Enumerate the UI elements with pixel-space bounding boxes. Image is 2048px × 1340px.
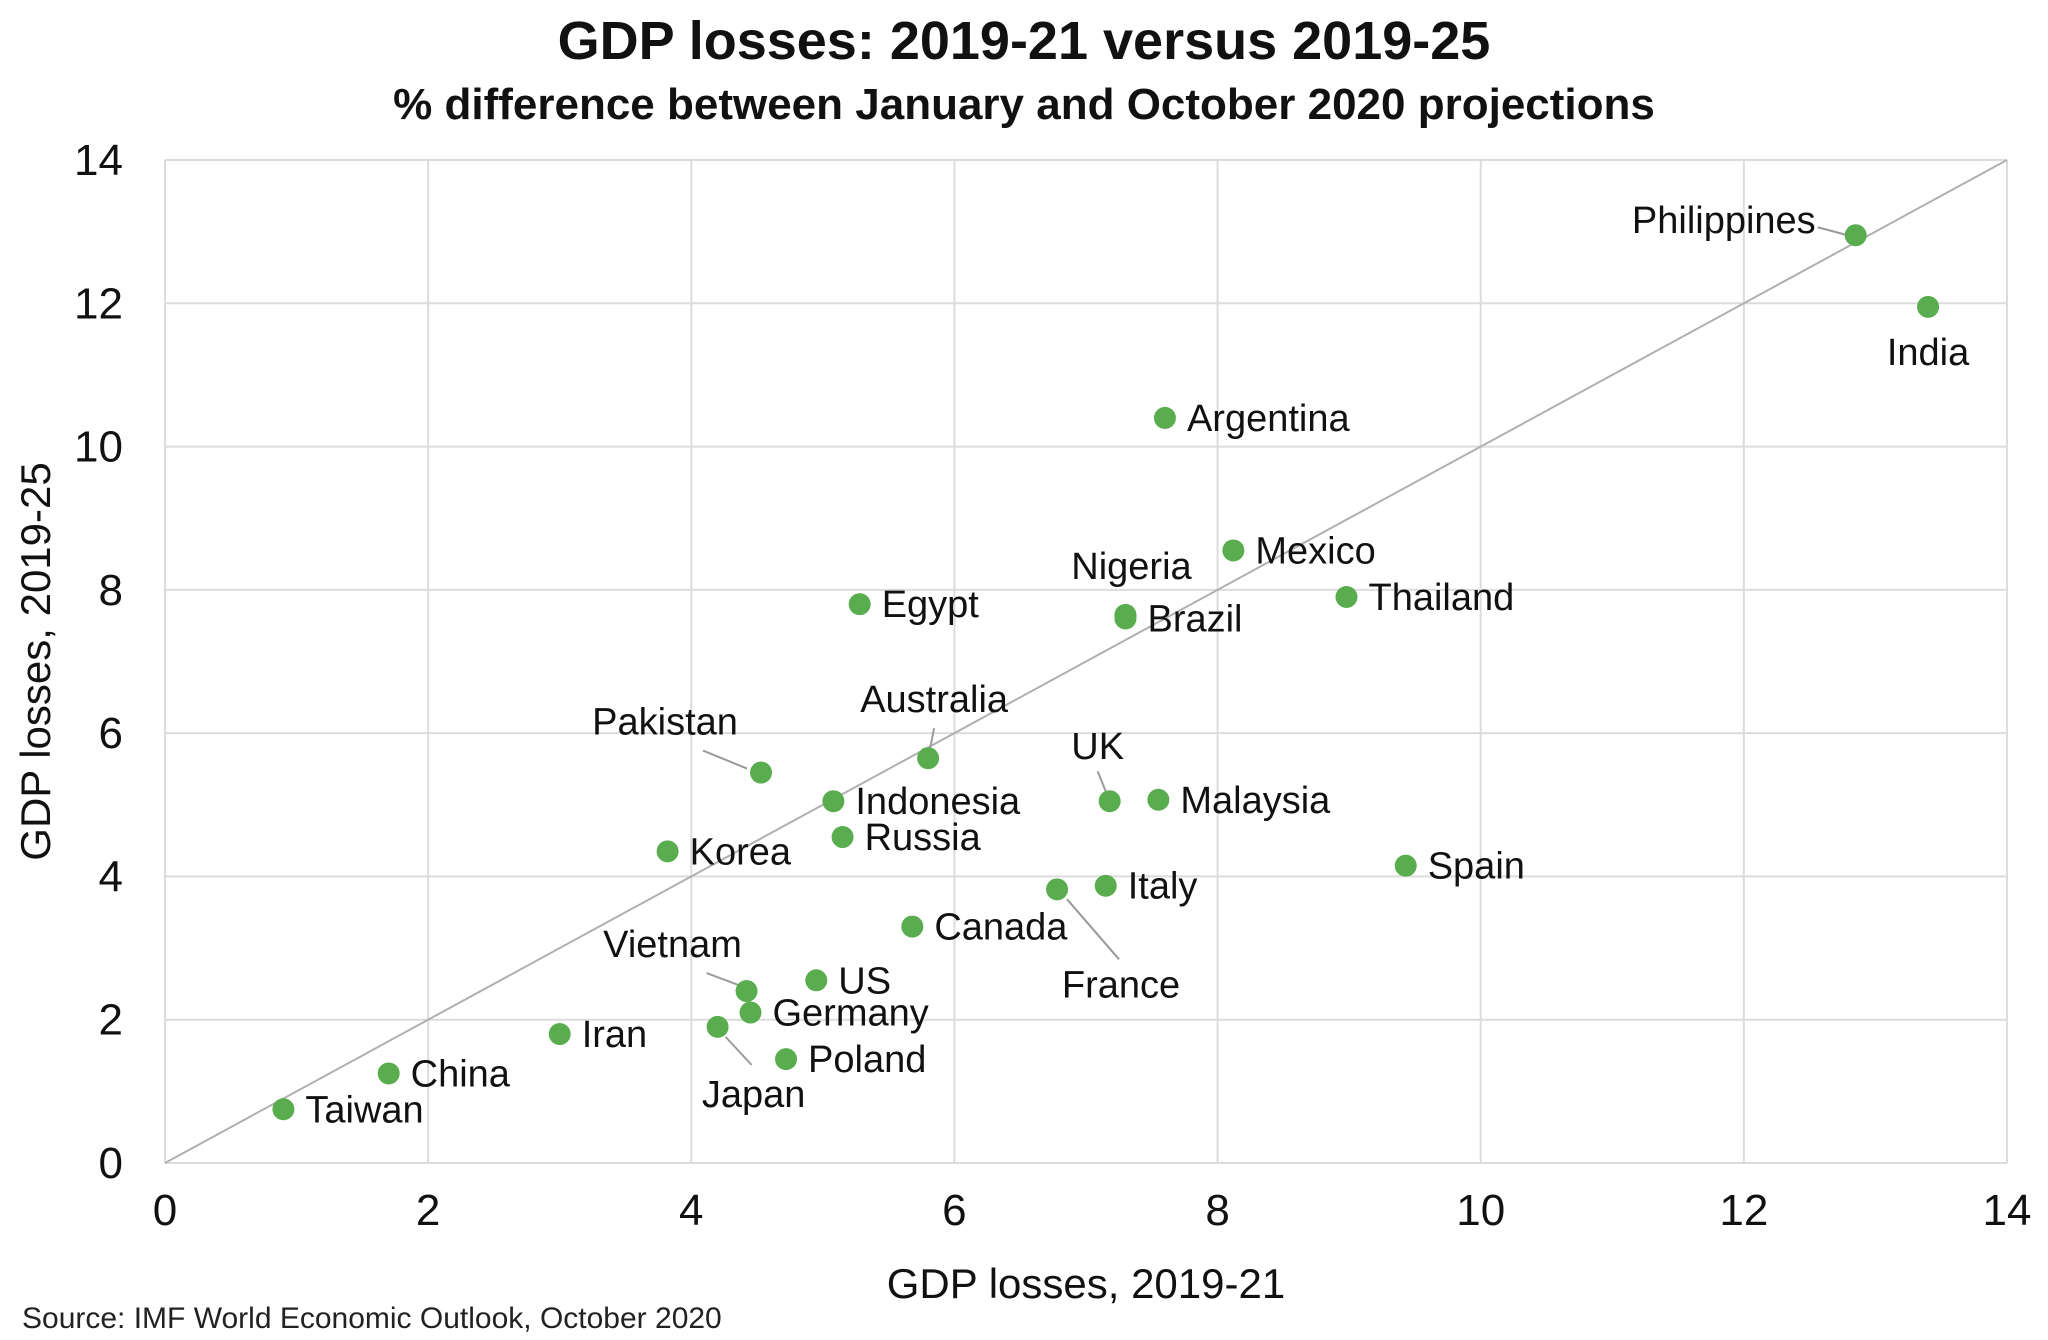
- y-tick-label: 4: [99, 852, 123, 901]
- point-label-china: China: [411, 1053, 511, 1095]
- point-germany: [739, 1001, 762, 1024]
- chart-title: GDP losses: 2019-21 versus 2019-25: [557, 11, 1491, 71]
- point-france: [1046, 878, 1069, 901]
- x-tick-label: 14: [1983, 1186, 2032, 1235]
- point-spain: [1394, 854, 1417, 877]
- point-label-vietnam: Vietnam: [603, 924, 742, 966]
- point-label-poland: Poland: [808, 1039, 926, 1081]
- point-malaysia: [1147, 788, 1170, 811]
- point-italy: [1094, 874, 1117, 897]
- point-label-russia: Russia: [865, 817, 982, 859]
- point-label-mexico: Mexico: [1255, 530, 1375, 572]
- point-china: [377, 1062, 400, 1085]
- point-philippines: [1844, 224, 1867, 247]
- point-poland: [775, 1048, 798, 1071]
- point-label-iran: Iran: [582, 1014, 647, 1056]
- point-us: [805, 969, 828, 992]
- x-tick-label: 12: [1719, 1186, 1768, 1235]
- point-label-taiwan: Taiwan: [305, 1089, 423, 1131]
- y-tick-label: 8: [99, 566, 123, 615]
- point-label-australia: Australia: [860, 679, 1009, 721]
- leader-line-australia: [929, 728, 936, 749]
- data-points: [272, 224, 1940, 1121]
- point-label-canada: Canada: [934, 907, 1068, 949]
- x-tick-label: 0: [153, 1186, 177, 1235]
- point-label-philippines: Philippines: [1632, 200, 1816, 242]
- leader-line-france: [1066, 898, 1120, 960]
- x-tick-label: 10: [1456, 1186, 1505, 1235]
- reference-line-y-equals-x: [164, 159, 2008, 1164]
- point-label-japan: Japan: [702, 1074, 806, 1116]
- tick-labels: 0 2 4 6 8 10 12 14 0 2 4 6 8 10 12 14: [74, 136, 2031, 1235]
- leader-line-japan: [724, 1036, 753, 1066]
- leader-line-philippines: [1817, 226, 1848, 237]
- point-pakistan: [750, 761, 773, 784]
- leader-line-uk: [1096, 770, 1107, 792]
- point-india: [1917, 295, 1940, 318]
- source-note: Source: IMF World Economic Outlook, Octo…: [22, 1302, 722, 1335]
- x-axis-title: GDP losses, 2019-21: [887, 1260, 1285, 1307]
- x-tick-label: 6: [942, 1186, 966, 1235]
- point-label-thailand: Thailand: [1369, 577, 1515, 619]
- y-tick-label: 0: [99, 1139, 123, 1188]
- point-brazil: [1114, 607, 1137, 630]
- y-tick-label: 14: [74, 136, 123, 185]
- y-tick-label: 12: [74, 279, 123, 328]
- x-tick-label: 4: [679, 1186, 703, 1235]
- point-label-nigeria: Nigeria: [1071, 546, 1192, 588]
- chart-subtitle: % difference between January and October…: [393, 80, 1655, 129]
- point-label-egypt: Egypt: [882, 584, 980, 626]
- y-tick-label: 10: [74, 423, 123, 472]
- point-label-india: India: [1887, 332, 1970, 374]
- point-label-us: US: [838, 960, 891, 1002]
- point-label-france: France: [1062, 964, 1180, 1006]
- x-tick-label: 8: [1205, 1186, 1229, 1235]
- grid-layer: [164, 159, 2008, 1164]
- point-iran: [548, 1023, 571, 1046]
- point-labels: Philippines India Argentina Mexico Thailand N…: [305, 200, 1970, 1131]
- leader-line-pakistan: [702, 749, 748, 770]
- point-label-spain: Spain: [1428, 846, 1525, 888]
- point-vietnam: [735, 980, 758, 1003]
- point-indonesia: [822, 790, 845, 813]
- point-label-uk: UK: [1071, 726, 1124, 768]
- leader-line-vietnam: [706, 972, 739, 986]
- point-japan: [706, 1015, 729, 1038]
- point-egypt: [848, 593, 871, 616]
- y-tick-label: 6: [99, 709, 123, 758]
- point-korea: [656, 840, 679, 863]
- point-mexico: [1222, 539, 1245, 562]
- point-taiwan: [272, 1098, 295, 1121]
- point-label-italy: Italy: [1128, 866, 1198, 908]
- leader-lines: [702, 226, 1848, 1066]
- point-label-argentina: Argentina: [1187, 398, 1351, 440]
- point-thailand: [1335, 586, 1358, 609]
- point-argentina: [1153, 406, 1176, 429]
- x-tick-label: 2: [416, 1186, 440, 1235]
- point-label-brazil: Brazil: [1147, 599, 1242, 641]
- point-uk: [1098, 790, 1121, 813]
- point-label-pakistan: Pakistan: [592, 702, 738, 744]
- point-label-indonesia: Indonesia: [855, 781, 1021, 823]
- point-australia: [917, 747, 940, 770]
- y-tick-label: 2: [99, 996, 123, 1045]
- point-label-korea: Korea: [690, 831, 792, 873]
- point-label-malaysia: Malaysia: [1180, 780, 1331, 822]
- y-axis-title: GDP losses, 2019-25: [12, 462, 59, 860]
- point-label-germany: Germany: [772, 993, 928, 1035]
- point-canada: [901, 915, 924, 938]
- point-russia: [831, 826, 854, 849]
